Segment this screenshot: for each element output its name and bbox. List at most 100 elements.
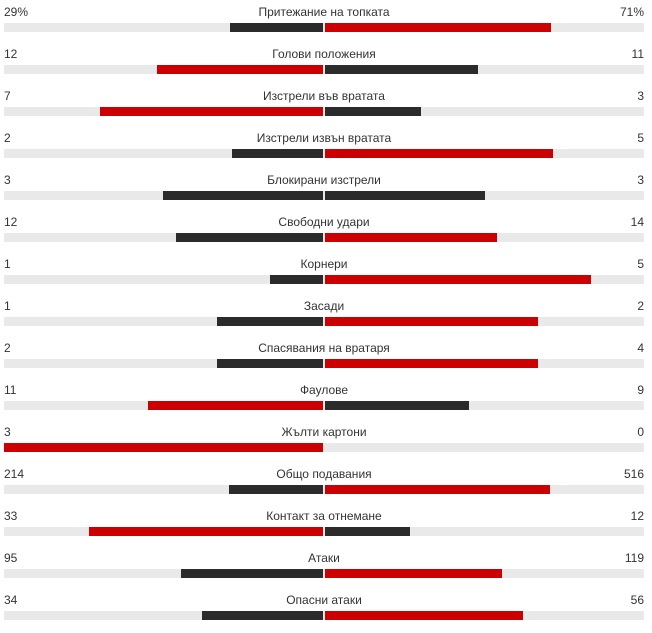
home-value: 33 [4,509,18,523]
home-half [4,191,323,200]
stat-row: 1 Засади 2 [0,297,652,339]
home-bar [181,569,323,578]
stat-name: Корнери [300,257,348,271]
home-value: 214 [4,467,25,481]
stat-row: 33 Контакт за отнемане 12 [0,507,652,549]
away-half [325,149,644,158]
away-half [325,65,644,74]
away-half [325,611,644,620]
home-half [4,359,323,368]
stat-labels: 7 Изстрели във вратата 3 [4,87,644,105]
home-bar [230,23,323,32]
away-bar [325,191,485,200]
home-half [4,569,323,578]
stat-name: Притежание на топката [258,5,390,19]
away-value: 5 [637,257,644,271]
stat-row: 3 Блокирани изстрели 3 [0,171,652,213]
stat-track [4,149,644,158]
stat-row: 12 Свободни удари 14 [0,213,652,255]
home-half [4,527,323,536]
home-value: 2 [4,341,11,355]
home-bar [89,527,323,536]
home-value: 34 [4,593,18,607]
home-value: 7 [4,89,11,103]
away-bar [325,65,478,74]
away-value: 5 [637,131,644,145]
stat-name: Атаки [308,551,340,565]
away-bar [325,107,421,116]
stat-track [4,233,644,242]
away-value: 4 [637,341,644,355]
stat-track [4,443,644,452]
away-value: 14 [630,215,644,229]
home-value: 1 [4,257,11,271]
away-bar [325,611,523,620]
stat-row: 29% Притежание на топката 71% [0,3,652,45]
away-bar [325,569,502,578]
stat-track [4,65,644,74]
home-half [4,443,323,452]
stat-name: Свободни удари [278,215,370,229]
home-bar [148,401,323,410]
stat-labels: 12 Свободни удари 14 [4,213,644,231]
away-half [325,359,644,368]
stat-name: Изстрели извън вратата [256,131,392,145]
away-value: 11 [631,47,644,61]
stat-row: 11 Фаулове 9 [0,381,652,423]
home-half [4,275,323,284]
home-bar [4,443,323,452]
home-half [4,65,323,74]
stat-row: 95 Атаки 119 [0,549,652,591]
away-value: 3 [637,173,644,187]
stat-name: Спасявания на вратаря [258,341,390,355]
home-bar [100,107,323,116]
home-value: 12 [4,215,18,229]
stat-name: Фаулове [299,383,349,397]
stat-track [4,485,644,494]
home-bar [217,359,323,368]
away-half [325,107,644,116]
home-value: 2 [4,131,11,145]
stat-track [4,107,644,116]
home-value: 95 [4,551,18,565]
stat-labels: 3 Блокирани изстрели 3 [4,171,644,189]
stat-row: 2 Изстрели извън вратата 5 [0,129,652,171]
home-half [4,401,323,410]
home-bar [229,485,323,494]
home-bar [176,233,323,242]
stat-track [4,569,644,578]
stat-track [4,611,644,620]
stat-labels: 2 Спасявания на вратаря 4 [4,339,644,357]
away-half [325,275,644,284]
away-half [325,569,644,578]
stat-row: 7 Изстрели във вратата 3 [0,87,652,129]
home-half [4,23,323,32]
home-value: 29% [4,5,29,19]
stat-labels: 1 Корнери 5 [4,255,644,273]
stat-track [4,359,644,368]
away-bar [325,527,410,536]
away-half [325,401,644,410]
stat-track [4,23,644,32]
home-half [4,485,323,494]
away-value: 0 [637,425,644,439]
away-bar [325,485,550,494]
home-value: 3 [4,425,11,439]
stat-labels: 214 Общо подавания 516 [4,465,644,483]
stat-row: 214 Общо подавания 516 [0,465,652,507]
away-half [325,233,644,242]
away-value: 2 [637,299,644,313]
home-bar [270,275,323,284]
stat-name: Голови положения [272,47,376,61]
stat-labels: 1 Засади 2 [4,297,644,315]
home-bar [157,65,323,74]
home-half [4,107,323,116]
stat-labels: 12 Голови положения 11 [4,45,644,63]
stat-track [4,527,644,536]
stat-labels: 34 Опасни атаки 56 [4,591,644,609]
stat-labels: 2 Изстрели извън вратата 5 [4,129,644,147]
home-half [4,611,323,620]
away-half [325,527,644,536]
home-value: 12 [4,47,18,61]
